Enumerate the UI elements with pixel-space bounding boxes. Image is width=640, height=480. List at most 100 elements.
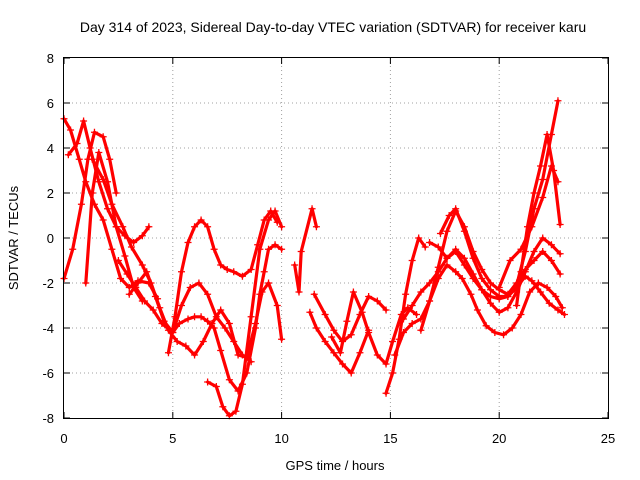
data-point-marker xyxy=(365,293,373,300)
data-point-marker xyxy=(112,223,120,231)
data-point-marker xyxy=(534,279,542,287)
data-point-marker xyxy=(443,261,451,269)
data-point-marker xyxy=(537,288,545,296)
data-point-marker xyxy=(260,268,268,276)
series-trace-7 xyxy=(125,241,286,395)
data-point-marker xyxy=(308,205,316,213)
data-point-marker xyxy=(127,243,135,251)
y-tick-label: 4 xyxy=(47,141,54,156)
data-point-marker xyxy=(539,194,547,201)
data-point-marker xyxy=(191,351,199,359)
data-point-marker xyxy=(77,200,85,208)
data-point-marker xyxy=(184,239,192,246)
data-point-marker xyxy=(221,324,229,332)
data-point-marker xyxy=(373,297,381,305)
data-point-marker xyxy=(204,290,212,298)
data-point-marker xyxy=(141,297,149,305)
x-axis-label: GPS time / hours xyxy=(286,458,385,473)
data-point-marker xyxy=(82,279,90,287)
data-point-marker xyxy=(117,275,125,282)
data-point-marker xyxy=(306,308,314,316)
data-point-marker xyxy=(138,261,146,269)
data-point-marker xyxy=(271,241,279,249)
data-point-marker xyxy=(145,223,153,231)
data-point-marker xyxy=(452,248,460,255)
data-point-marker xyxy=(273,302,281,309)
data-point-marker xyxy=(330,326,338,334)
data-point-marker xyxy=(217,261,225,269)
data-point-marker xyxy=(204,317,212,325)
data-point-marker xyxy=(210,245,218,253)
data-point-marker xyxy=(452,268,460,276)
data-point-marker xyxy=(278,335,286,343)
series-trace-20 xyxy=(513,131,564,309)
x-tick-label: 10 xyxy=(274,431,288,446)
data-point-marker xyxy=(545,299,553,307)
data-point-marker xyxy=(151,293,159,300)
plot-frame xyxy=(63,57,609,419)
data-point-marker xyxy=(402,290,410,298)
data-point-marker xyxy=(88,155,96,163)
data-point-marker xyxy=(175,320,183,327)
data-point-marker xyxy=(389,338,397,345)
data-point-marker xyxy=(486,286,494,294)
data-point-marker xyxy=(230,338,238,345)
data-point-marker xyxy=(232,407,240,415)
data-point-marker xyxy=(517,311,525,318)
data-point-marker xyxy=(382,360,390,368)
data-point-marker xyxy=(80,117,88,125)
data-point-marker xyxy=(347,369,355,377)
data-series xyxy=(60,97,568,420)
data-point-marker xyxy=(373,351,381,359)
data-point-marker xyxy=(321,338,329,345)
data-point-marker xyxy=(186,284,194,291)
data-point-marker xyxy=(219,403,227,411)
data-point-marker xyxy=(191,223,199,231)
data-point-marker xyxy=(504,293,512,300)
data-point-marker xyxy=(295,288,303,296)
data-point-marker xyxy=(265,279,273,287)
data-point-marker xyxy=(521,266,529,273)
data-point-marker xyxy=(210,324,218,332)
data-point-marker xyxy=(539,176,547,183)
grid-lines xyxy=(64,58,608,418)
y-axis-ticks: -8 -6 -4 -2 0 2 4 6 8 xyxy=(42,51,608,426)
y-tick-label: 8 xyxy=(47,51,54,66)
data-point-marker xyxy=(119,223,127,231)
data-point-marker xyxy=(197,313,205,321)
data-point-marker xyxy=(160,317,168,325)
data-point-marker xyxy=(504,304,512,312)
data-point-marker xyxy=(64,151,72,159)
series-trace xyxy=(308,310,371,375)
y-axis-label: SDTVAR / TECUs xyxy=(6,185,21,290)
data-point-marker xyxy=(554,97,562,105)
data-point-marker xyxy=(310,290,318,298)
series-trace xyxy=(116,258,253,364)
data-point-marker xyxy=(204,223,212,231)
data-point-marker xyxy=(547,241,555,249)
data-point-marker xyxy=(495,284,503,291)
data-point-marker xyxy=(104,205,112,213)
data-point-marker xyxy=(413,311,421,318)
data-point-marker xyxy=(460,227,468,235)
data-point-marker xyxy=(278,245,286,253)
data-point-marker xyxy=(297,248,305,255)
data-point-marker xyxy=(204,378,212,386)
data-point-marker xyxy=(347,331,355,339)
data-point-marker xyxy=(197,216,205,224)
data-point-marker xyxy=(443,227,451,235)
data-point-marker xyxy=(554,306,562,314)
data-point-marker xyxy=(426,279,434,287)
data-point-marker xyxy=(482,322,490,330)
data-point-marker xyxy=(517,245,525,253)
data-point-marker xyxy=(99,216,107,224)
data-point-marker xyxy=(173,338,181,345)
data-point-marker xyxy=(356,349,364,357)
x-tick-label: 25 xyxy=(601,431,615,446)
data-point-marker xyxy=(556,250,564,258)
data-point-marker xyxy=(473,306,481,314)
data-point-marker xyxy=(426,297,434,305)
data-point-marker xyxy=(343,317,351,325)
data-point-marker xyxy=(530,257,538,264)
